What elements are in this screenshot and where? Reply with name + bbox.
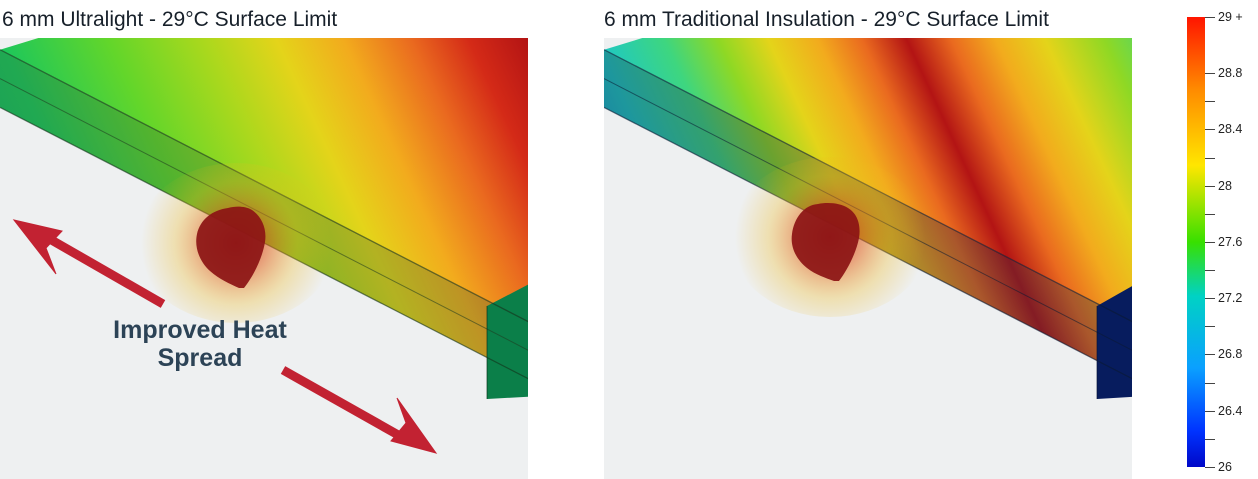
- svg-text:Improved Heat: Improved Heat: [113, 316, 287, 344]
- svg-text:Spread: Spread: [158, 344, 243, 372]
